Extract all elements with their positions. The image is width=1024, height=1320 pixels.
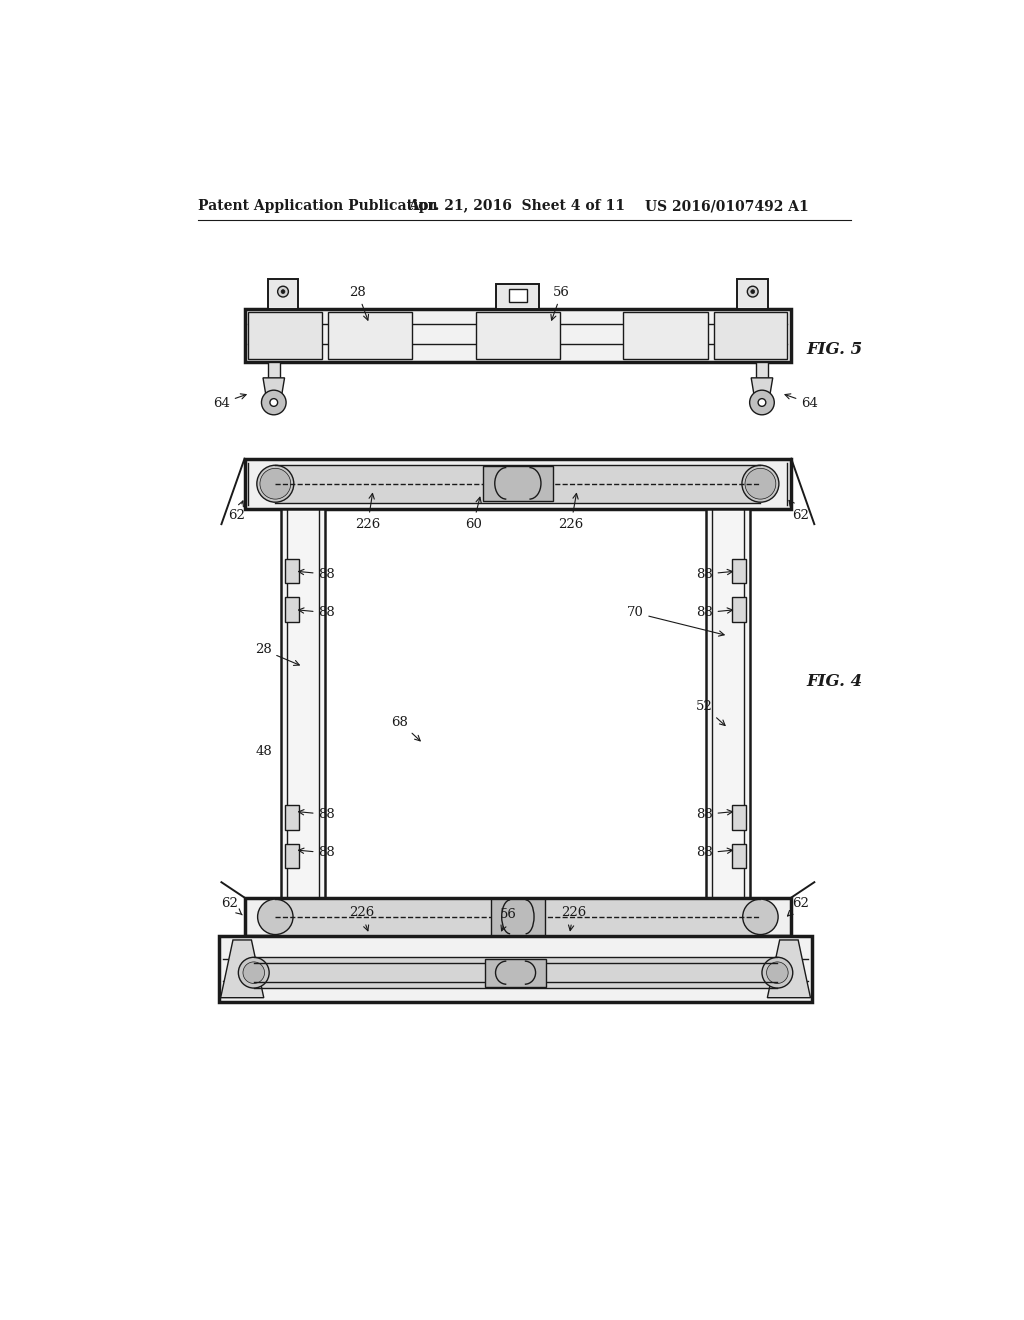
Text: 56: 56 <box>551 286 570 321</box>
Bar <box>732 597 745 622</box>
Bar <box>624 313 708 359</box>
Text: 88: 88 <box>299 568 335 581</box>
Bar <box>286 805 299 830</box>
Bar <box>286 558 299 583</box>
Bar <box>267 280 298 309</box>
Text: 68: 68 <box>391 715 420 741</box>
Text: 226: 226 <box>349 907 374 931</box>
Circle shape <box>257 465 294 502</box>
Text: 88: 88 <box>696 846 732 859</box>
Bar <box>475 313 560 359</box>
Polygon shape <box>752 378 773 396</box>
Circle shape <box>751 289 755 293</box>
Text: 28: 28 <box>255 643 299 665</box>
Bar <box>732 558 745 583</box>
Text: FIG. 4: FIG. 4 <box>807 673 863 690</box>
Circle shape <box>243 962 264 983</box>
Circle shape <box>270 399 278 407</box>
Text: 88: 88 <box>299 606 335 619</box>
Bar <box>286 597 299 622</box>
Bar <box>490 899 545 935</box>
Text: 70: 70 <box>627 606 724 636</box>
Circle shape <box>258 899 293 935</box>
Text: 28: 28 <box>349 286 369 321</box>
Text: 62: 62 <box>790 500 809 523</box>
Text: 62: 62 <box>228 500 246 523</box>
Bar <box>249 313 322 359</box>
Bar <box>275 899 761 935</box>
Circle shape <box>748 286 758 297</box>
Text: 88: 88 <box>299 846 335 859</box>
Text: 56: 56 <box>500 908 516 931</box>
Text: 226: 226 <box>561 907 586 931</box>
Bar <box>245 898 792 936</box>
Bar <box>245 309 792 363</box>
Circle shape <box>745 469 776 499</box>
Bar <box>328 313 413 359</box>
Bar <box>737 280 768 309</box>
Text: Patent Application Publication: Patent Application Publication <box>199 199 438 213</box>
Circle shape <box>762 957 793 989</box>
Text: Apr. 21, 2016  Sheet 4 of 11: Apr. 21, 2016 Sheet 4 of 11 <box>408 199 625 213</box>
Circle shape <box>282 289 285 293</box>
Text: 48: 48 <box>255 744 272 758</box>
Bar <box>732 805 745 830</box>
Bar <box>706 508 751 898</box>
Polygon shape <box>767 940 810 998</box>
Bar <box>756 363 768 378</box>
Text: 52: 52 <box>696 700 725 726</box>
Bar <box>484 958 547 986</box>
Bar <box>245 459 792 508</box>
Text: 88: 88 <box>696 568 732 581</box>
Polygon shape <box>263 378 285 396</box>
Text: 64: 64 <box>785 393 818 409</box>
Text: FIG. 5: FIG. 5 <box>807 341 863 358</box>
Circle shape <box>767 962 788 983</box>
Bar <box>254 957 777 989</box>
Bar <box>219 936 812 1002</box>
Text: 64: 64 <box>213 393 246 409</box>
Circle shape <box>758 399 766 407</box>
Text: 226: 226 <box>355 494 380 531</box>
Circle shape <box>239 957 269 989</box>
Bar <box>483 466 553 502</box>
Circle shape <box>750 391 774 414</box>
Text: 88: 88 <box>696 808 732 821</box>
Text: 226: 226 <box>558 494 584 531</box>
Bar <box>497 284 540 309</box>
Bar <box>286 843 299 869</box>
Text: 88: 88 <box>299 808 335 821</box>
Bar <box>509 289 527 302</box>
Text: 88: 88 <box>696 606 732 619</box>
Polygon shape <box>220 940 264 998</box>
Text: 62: 62 <box>221 898 242 915</box>
Text: 62: 62 <box>787 898 809 916</box>
Bar <box>732 843 745 869</box>
Bar <box>275 465 761 503</box>
Text: US 2016/0107492 A1: US 2016/0107492 A1 <box>645 199 809 213</box>
Circle shape <box>260 469 291 499</box>
Bar <box>281 508 326 898</box>
Circle shape <box>742 899 778 935</box>
Circle shape <box>278 286 289 297</box>
Bar <box>714 313 787 359</box>
Text: 60: 60 <box>465 498 481 531</box>
Bar <box>267 363 280 378</box>
Circle shape <box>261 391 286 414</box>
Circle shape <box>742 465 779 502</box>
